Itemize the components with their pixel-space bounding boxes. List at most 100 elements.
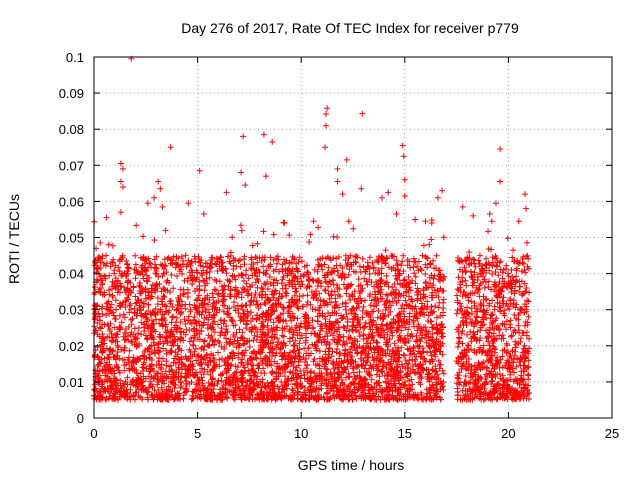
data-point [182, 320, 189, 327]
data-point [421, 355, 428, 362]
data-point [218, 259, 225, 266]
data-point [495, 272, 502, 279]
data-point [523, 306, 530, 313]
data-point [260, 365, 267, 372]
data-point [135, 392, 142, 399]
data-point [383, 254, 390, 261]
data-point [483, 371, 490, 378]
data-point [195, 292, 202, 299]
data-point [178, 253, 185, 260]
data-point [395, 297, 402, 304]
data-point [518, 278, 525, 285]
data-point [339, 271, 346, 278]
data-point [428, 292, 435, 299]
data-point [129, 339, 136, 346]
data-point [285, 265, 292, 272]
data-point [292, 372, 299, 379]
data-point [359, 307, 366, 314]
data-point [165, 309, 172, 316]
data-point [322, 287, 329, 294]
data-point [353, 304, 360, 311]
data-point [224, 305, 231, 312]
data-point [420, 361, 427, 368]
data-point [280, 333, 287, 340]
data-point [507, 297, 514, 304]
data-point [355, 380, 362, 387]
data-point [409, 298, 416, 305]
data-point [177, 292, 184, 299]
data-point [422, 261, 429, 268]
data-point [121, 314, 128, 321]
data-point [454, 343, 461, 350]
data-point [489, 377, 496, 384]
data-point [254, 284, 261, 291]
data-point [358, 378, 365, 385]
data-point [427, 318, 434, 325]
data-point [132, 275, 139, 282]
data-point [230, 395, 237, 402]
data-point [467, 328, 474, 335]
data-point [117, 209, 124, 216]
data-point [479, 273, 486, 280]
data-point [95, 354, 102, 361]
data-point [454, 297, 461, 304]
data-point [140, 313, 147, 320]
data-point [207, 358, 214, 365]
data-point [432, 368, 439, 375]
data-point [186, 338, 193, 345]
data-point [401, 352, 408, 359]
data-point [334, 318, 341, 325]
data-point [249, 242, 256, 249]
data-point [92, 353, 99, 360]
data-point [202, 307, 209, 314]
data-point [184, 293, 191, 300]
data-point [518, 306, 525, 313]
data-point [265, 344, 272, 351]
data-point [298, 278, 305, 285]
data-point [242, 271, 249, 278]
data-point [289, 386, 296, 393]
data-point [276, 290, 283, 297]
data-point [483, 255, 490, 262]
data-point [387, 366, 394, 373]
data-point [185, 356, 192, 363]
data-point [241, 340, 248, 347]
data-point [485, 278, 492, 285]
data-point [398, 262, 405, 269]
data-point [459, 258, 466, 265]
data-point [184, 366, 191, 373]
data-point [225, 365, 232, 372]
data-point [367, 395, 374, 402]
data-point [227, 285, 234, 292]
data-point [377, 291, 384, 298]
data-point [354, 364, 361, 371]
data-point [104, 333, 111, 340]
data-point [339, 380, 346, 387]
data-point [313, 347, 320, 354]
data-point [162, 227, 169, 234]
data-point [459, 268, 466, 275]
data-point [264, 279, 271, 286]
data-point [463, 310, 470, 317]
data-point [462, 257, 469, 264]
data-point [394, 266, 401, 273]
data-point [204, 269, 211, 276]
data-point [290, 363, 297, 370]
data-point [480, 342, 487, 349]
data-point [245, 275, 252, 282]
data-point [493, 292, 500, 299]
data-point [259, 313, 266, 320]
data-point [512, 387, 519, 394]
data-point [146, 355, 153, 362]
data-point [355, 362, 362, 369]
data-point [188, 267, 195, 274]
data-point [193, 381, 200, 388]
data-point [526, 396, 533, 403]
data-point [126, 367, 133, 374]
data-point [524, 297, 531, 304]
data-point [306, 239, 313, 246]
data-point [326, 295, 333, 302]
data-point [138, 290, 145, 297]
data-point [500, 294, 507, 301]
